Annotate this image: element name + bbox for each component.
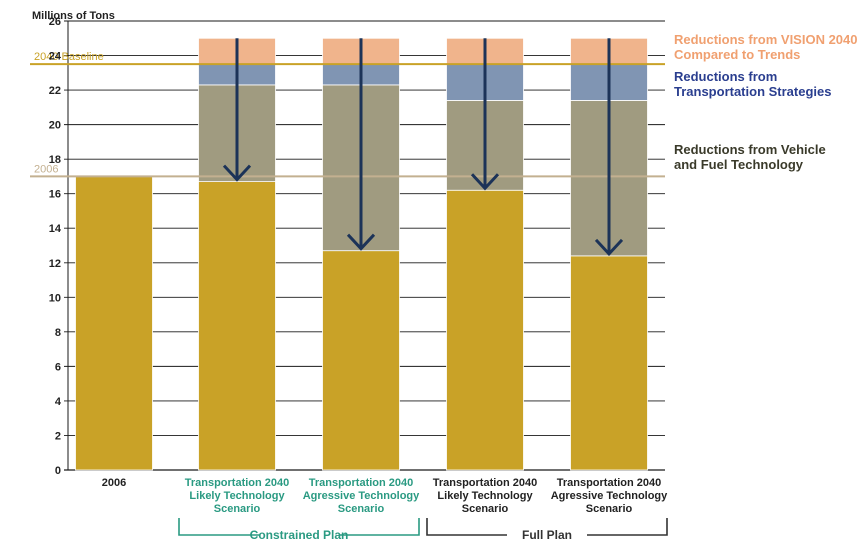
reduction-arrow-head bbox=[346, 233, 376, 251]
y-tick-label: 22 bbox=[49, 85, 61, 97]
reduction-arrow-head bbox=[470, 173, 500, 191]
category-label-line: 2006 bbox=[102, 477, 126, 489]
legend-entry-line: Reductions from bbox=[674, 69, 777, 84]
category-label-line: Scenario bbox=[586, 503, 633, 515]
y-tick-label: 6 bbox=[55, 361, 61, 373]
category-label: Transportation 2040 Agressive Technology S… bbox=[303, 477, 420, 515]
category-label-line: Scenario bbox=[214, 503, 261, 515]
legend-entry: Reductions from Transportation Strategies bbox=[674, 69, 831, 99]
legend-entry-line: Transportation Strategies bbox=[674, 84, 831, 99]
y-tick-label: 26 bbox=[49, 16, 61, 28]
legend-entry-line: and Fuel Technology bbox=[674, 157, 804, 172]
group-label: Full Plan bbox=[522, 528, 572, 542]
reference-lines: 2040 Baseline 2006 bbox=[30, 51, 665, 178]
category-label-line: Transportation 2040 bbox=[433, 477, 538, 489]
bar-segment bbox=[322, 250, 400, 471]
category-label-line: Scenario bbox=[338, 503, 385, 515]
arrow-layer bbox=[222, 38, 624, 257]
category-label: 2006 bbox=[102, 477, 126, 489]
category-label: Transportation 2040 Likely Technology Scen… bbox=[433, 477, 538, 515]
y-tick-label: 16 bbox=[49, 189, 61, 201]
y-tick-label: 0 bbox=[55, 465, 61, 477]
category-label: Transportation 2040 Likely Technology Scen… bbox=[185, 477, 290, 515]
group-bracket-left bbox=[426, 518, 507, 536]
reduction-arrow-head bbox=[222, 164, 252, 182]
legend-entry-line: Reductions from VISION 2040 bbox=[674, 32, 857, 47]
group-bracket-right bbox=[339, 518, 420, 536]
bar-segment bbox=[446, 189, 524, 471]
y-tick-label: 18 bbox=[49, 154, 61, 166]
category-label-line: Scenario bbox=[462, 503, 509, 515]
bar-segment bbox=[198, 181, 276, 471]
y-tick-label: 8 bbox=[55, 327, 61, 339]
reference-line-label: 2040 Baseline bbox=[34, 51, 104, 63]
group-label: Constrained Plan bbox=[250, 528, 349, 542]
group-bracket-right bbox=[587, 518, 668, 536]
bar-segment bbox=[75, 176, 153, 471]
legend-entry: Reductions from Vehicle and Fuel Technolo… bbox=[674, 142, 826, 172]
y-tick-label: 4 bbox=[55, 396, 62, 408]
category-label: Transportation 2040 Agressive Technology S… bbox=[551, 477, 668, 515]
category-label-line: Agressive Technology bbox=[551, 490, 668, 502]
group-bracket-left bbox=[178, 518, 259, 536]
y-tick-label: 12 bbox=[49, 258, 61, 270]
legend-entry-line: Compared to Trends bbox=[674, 47, 800, 62]
reduction-arrow-head bbox=[594, 238, 624, 257]
y-tick-label: 2 bbox=[55, 430, 61, 442]
y-tick-label: 20 bbox=[49, 120, 61, 132]
category-label-line: Likely Technology bbox=[437, 490, 533, 502]
category-label-line: Transportation 2040 bbox=[557, 477, 662, 489]
reference-line-label: 2006 bbox=[34, 163, 58, 175]
y-axis-unit-label: Millions of Tons bbox=[32, 10, 115, 22]
bar-segment bbox=[570, 255, 648, 471]
category-label-line: Likely Technology bbox=[189, 490, 285, 502]
y-tick-label: 10 bbox=[49, 292, 61, 304]
y-tick-label: 24 bbox=[49, 51, 62, 63]
category-label-line: Agressive Technology bbox=[303, 490, 420, 502]
category-label-line: Transportation 2040 bbox=[309, 477, 414, 489]
category-label-line: Transportation 2040 bbox=[185, 477, 290, 489]
legend-entry: Reductions from VISION 2040 Compared to T… bbox=[674, 32, 857, 62]
y-tick-label: 14 bbox=[49, 223, 62, 235]
legend-entry-line: Reductions from Vehicle bbox=[674, 142, 826, 157]
